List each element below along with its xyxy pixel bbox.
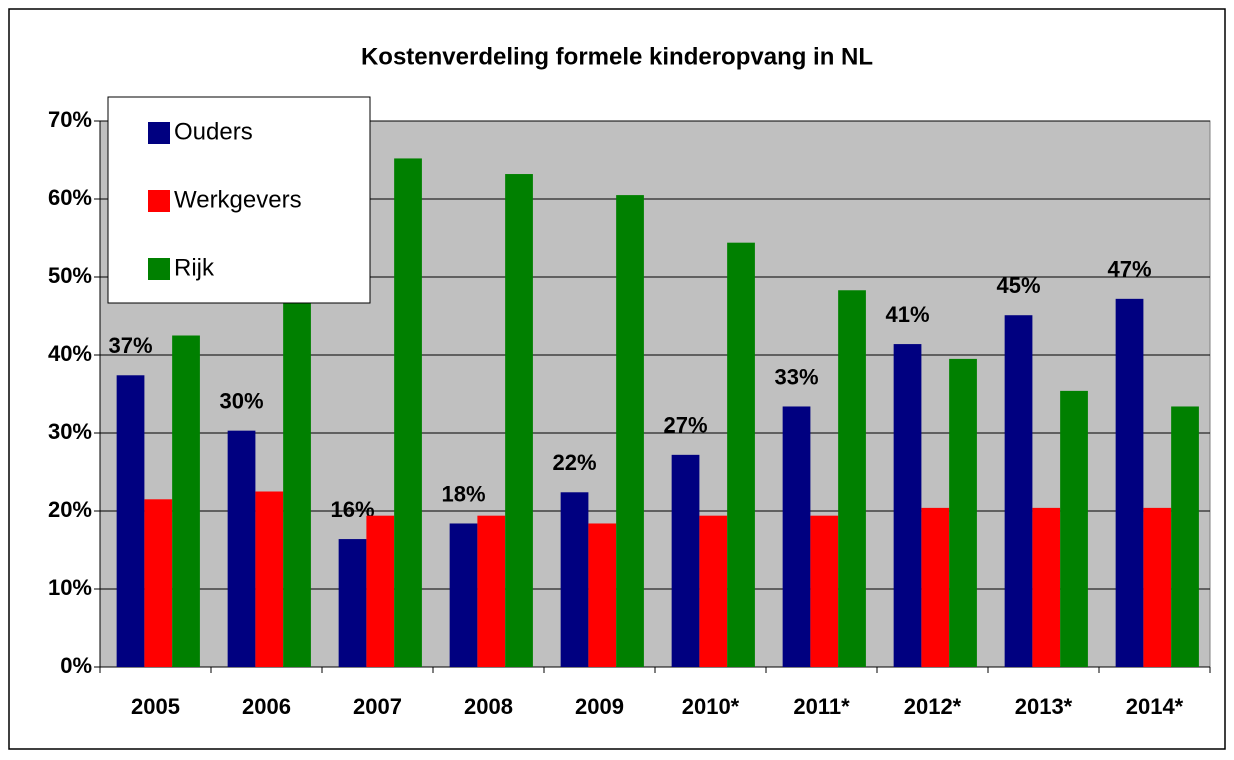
bar: [1004, 315, 1033, 667]
x-tick-label: 2010*: [682, 694, 740, 719]
bar: [449, 523, 478, 667]
bar: [588, 523, 617, 667]
data-label: 30%: [220, 388, 264, 413]
y-tick-label: 40%: [48, 341, 92, 366]
bar: [810, 515, 839, 667]
legend-label: Rijk: [174, 254, 215, 281]
y-tick-label: 20%: [48, 497, 92, 522]
bar: [116, 375, 145, 667]
x-tick-label: 2007: [353, 694, 402, 719]
bar: [283, 292, 311, 667]
bar: [699, 515, 728, 667]
data-label: 18%: [442, 481, 486, 506]
y-tick-label: 70%: [48, 107, 92, 132]
bar: [838, 290, 866, 667]
bar: [560, 492, 589, 667]
data-label: 47%: [1108, 257, 1152, 282]
bar: [505, 174, 533, 668]
bar: [782, 406, 811, 667]
bar: [921, 507, 950, 667]
bar: [255, 491, 284, 667]
bar: [949, 358, 977, 667]
bar: [227, 430, 256, 667]
bar: [671, 454, 700, 667]
bar: [338, 539, 367, 667]
bar: [1115, 298, 1144, 667]
x-tick-label: 2009: [575, 694, 624, 719]
bar: [616, 195, 644, 667]
bar: [172, 335, 200, 667]
legend-swatch: [148, 258, 170, 280]
bar: [1060, 390, 1088, 667]
y-tick-label: 10%: [48, 575, 92, 600]
x-tick-label: 2008: [464, 694, 513, 719]
bar: [1171, 406, 1199, 667]
legend-label: Werkgevers: [174, 186, 302, 213]
legend-swatch: [148, 190, 170, 212]
x-tick-label: 2014*: [1126, 694, 1184, 719]
legend-label: Ouders: [174, 118, 253, 145]
y-tick-label: 50%: [48, 263, 92, 288]
x-tick-label: 2005: [131, 694, 180, 719]
bar: [893, 344, 922, 667]
bar: [366, 515, 395, 667]
legend-swatch: [148, 122, 170, 144]
bar: [477, 515, 506, 667]
bar: [1143, 507, 1172, 667]
data-label: 41%: [886, 302, 930, 327]
data-label: 37%: [109, 333, 153, 358]
y-tick-label: 30%: [48, 419, 92, 444]
x-tick-label: 2012*: [904, 694, 962, 719]
y-tick-label: 0%: [60, 653, 92, 678]
data-label: 27%: [664, 413, 708, 438]
chart-title: Kostenverdeling formele kinderopvang in …: [361, 43, 873, 70]
x-tick-label: 2006: [242, 694, 291, 719]
bar: [1032, 507, 1061, 667]
bar: [727, 242, 755, 667]
data-label: 45%: [997, 273, 1041, 298]
data-label: 22%: [553, 450, 597, 475]
y-tick-label: 60%: [48, 185, 92, 210]
bar: [394, 158, 422, 667]
x-tick-label: 2011*: [793, 694, 850, 719]
bar: [144, 499, 173, 667]
x-tick-label: 2013*: [1015, 694, 1073, 719]
data-label: 33%: [775, 364, 819, 389]
